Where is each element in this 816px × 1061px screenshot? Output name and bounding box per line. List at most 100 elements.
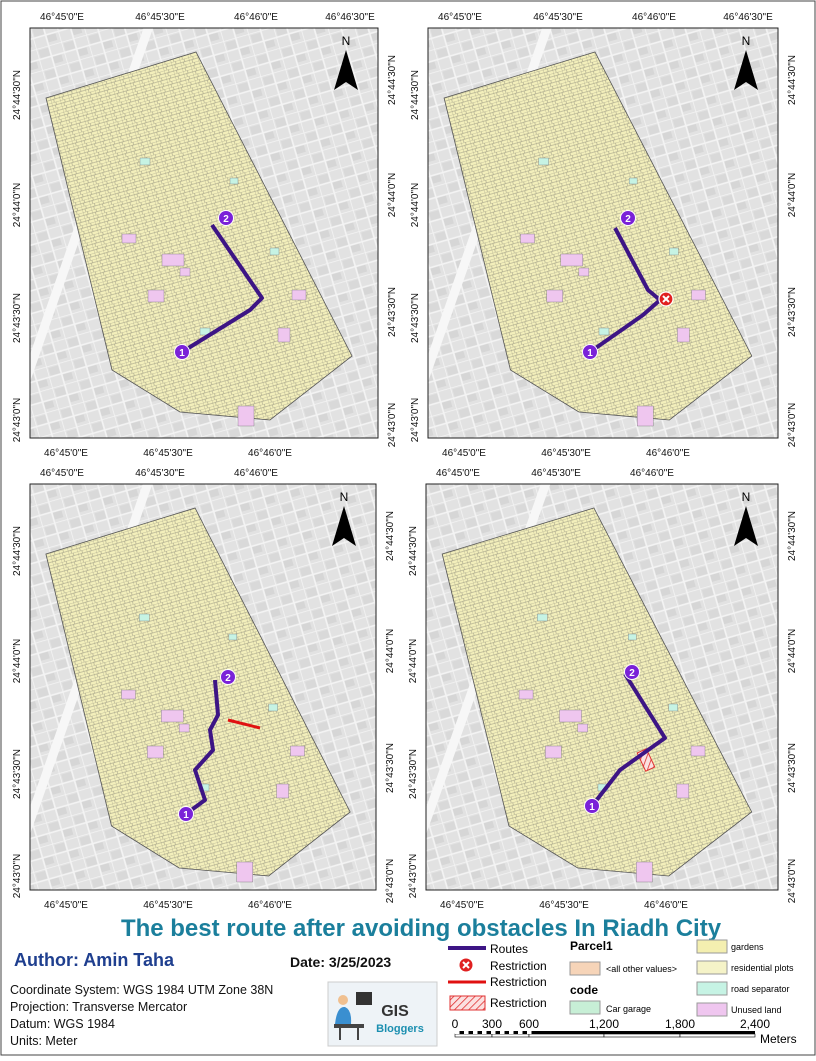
longitude-label: 46°46'30"E xyxy=(723,12,773,23)
latitude-label: 24°43'30"N xyxy=(787,743,798,793)
map-frame xyxy=(427,27,779,439)
latitude-label: 24°44'30"N xyxy=(408,526,419,576)
scale-segment xyxy=(680,1031,755,1034)
scale-segment xyxy=(491,1031,496,1034)
unused-land xyxy=(178,723,190,733)
route-stop xyxy=(582,344,598,360)
legend-label: Restriction xyxy=(490,975,547,989)
map-content: 12 xyxy=(426,484,778,890)
unused-land xyxy=(179,267,191,277)
garden xyxy=(628,177,638,185)
longitude-label: 46°45'0"E xyxy=(44,448,88,459)
latitude-label: 24°43'30"N xyxy=(385,743,396,793)
legend-label: Unused land xyxy=(731,1005,782,1015)
route-stop xyxy=(620,210,636,226)
logo-title: GIS xyxy=(381,1003,409,1020)
longitude-label: 46°46'0"E xyxy=(248,448,292,459)
legend-layer: Parcel1 xyxy=(570,939,613,953)
unused-land xyxy=(676,783,690,799)
scale-label: 0 xyxy=(452,1017,459,1031)
logo-subtitle: Bloggers xyxy=(376,1023,424,1035)
latitude-label: 24°43'0"N xyxy=(787,403,798,448)
latitude-label: 24°43'30"N xyxy=(410,293,421,343)
longitude-label: 46°46'0"E xyxy=(644,900,688,911)
latitude-label: 24°44'0"N xyxy=(787,629,798,674)
scale-segment xyxy=(455,1031,460,1034)
map-content: 12 xyxy=(428,28,778,438)
latitude-label: 24°44'0"N xyxy=(410,183,421,228)
longitude-label: 46°45'0"E xyxy=(40,468,84,479)
longitude-label: 46°45'30"E xyxy=(531,468,581,479)
north-label: N xyxy=(742,34,751,48)
route-stop-label: 1 xyxy=(183,810,189,821)
longitude-label: 46°45'0"E xyxy=(438,12,482,23)
latitude-label: 24°44'0"N xyxy=(787,173,798,218)
longitude-label: 46°45'0"E xyxy=(440,900,484,911)
scale-label: 600 xyxy=(519,1017,539,1031)
garden xyxy=(139,613,150,622)
latitude-label: 24°43'0"N xyxy=(410,398,421,443)
legend-label: Restriction xyxy=(490,959,547,973)
garden xyxy=(668,703,678,712)
longitude-label: 46°45'0"E xyxy=(44,900,88,911)
unused-land xyxy=(147,745,164,759)
longitude-label: 46°45'0"E xyxy=(442,448,486,459)
scale-unit: Meters xyxy=(760,1032,797,1046)
unused-land xyxy=(121,689,136,700)
garden xyxy=(269,247,280,256)
route-stop-label: 1 xyxy=(179,348,185,359)
latitude-label: 24°44'30"N xyxy=(387,55,398,105)
legend-field: code xyxy=(570,983,598,997)
scale-segment xyxy=(529,1031,604,1034)
info-line: Projection: Transverse Mercator xyxy=(10,1000,187,1014)
garden xyxy=(538,157,549,166)
info-line: Coordinate System: WGS 1984 UTM Zone 38N xyxy=(10,983,273,997)
north-label: N xyxy=(340,490,349,504)
latitude-label: 24°43'30"N xyxy=(387,287,398,337)
unused-land xyxy=(545,745,562,759)
north-label: N xyxy=(742,490,751,504)
legend-swatch xyxy=(569,961,601,976)
title: The best route after avoiding obstacles … xyxy=(121,915,722,942)
longitude-label: 46°45'0"E xyxy=(40,12,84,23)
unused-land xyxy=(121,233,137,244)
north-arrow xyxy=(734,506,758,546)
date: Date: 3/25/2023 xyxy=(290,954,391,970)
latitude-label: 24°43'30"N xyxy=(12,749,23,799)
route xyxy=(180,223,264,354)
longitude-label: 46°45'30"E xyxy=(143,448,193,459)
info-line: Datum: WGS 1984 xyxy=(10,1017,115,1031)
longitude-label: 46°45'30"E xyxy=(541,448,591,459)
map-frame xyxy=(29,483,377,891)
unused-land xyxy=(559,709,582,723)
map-content: 12 xyxy=(30,28,378,438)
scale-segment xyxy=(482,1031,487,1034)
latitude-label: 24°44'30"N xyxy=(787,511,798,561)
legend-swatch xyxy=(696,981,728,996)
unused-land xyxy=(636,405,654,427)
unused-land xyxy=(691,289,706,301)
longitude-label: 46°45'30"E xyxy=(533,12,583,23)
route xyxy=(590,672,667,808)
latitude-label: 24°43'0"N xyxy=(787,859,798,904)
map-frame xyxy=(425,483,779,891)
author: Author: Amin Taha xyxy=(14,950,175,970)
legend-polygon-symbol xyxy=(449,995,486,1011)
latitude-label: 24°44'30"N xyxy=(787,55,798,105)
legend-label: road separator xyxy=(731,984,790,994)
garden xyxy=(537,613,548,622)
restriction-line xyxy=(227,718,261,730)
unused-land xyxy=(546,289,563,303)
longitude-label: 46°45'30"E xyxy=(135,468,185,479)
scale-segment xyxy=(473,1031,478,1034)
longitude-label: 46°46'0"E xyxy=(234,468,278,479)
latitude-label: 24°44'0"N xyxy=(12,183,23,228)
scale-segment xyxy=(491,1033,530,1038)
north-arrow xyxy=(734,50,758,90)
route-stop xyxy=(178,806,194,822)
scale-label: 1,200 xyxy=(589,1017,619,1031)
scale-segment xyxy=(500,1031,505,1034)
